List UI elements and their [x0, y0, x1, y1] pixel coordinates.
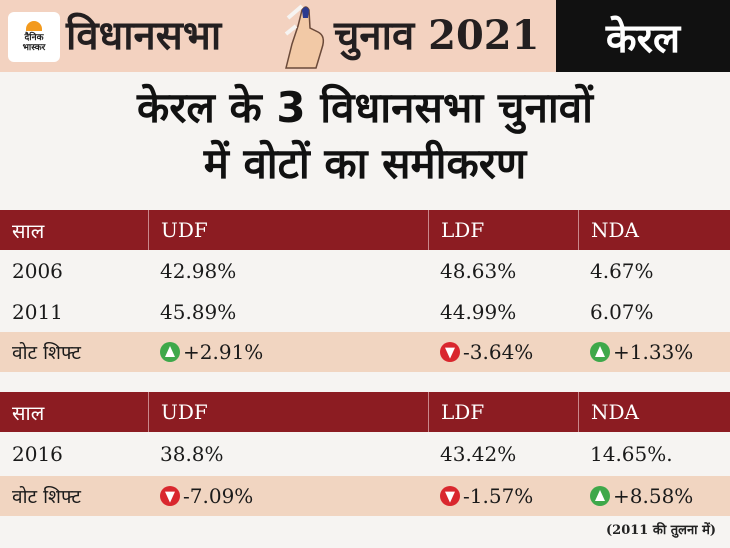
nda-shift-value: +1.33% [613, 340, 694, 364]
header-ldf: LDF [428, 392, 578, 432]
udf-cell: 38.8% [160, 442, 224, 466]
table-header-row: साल UDF LDF NDA [0, 392, 730, 432]
ldf-shift-value: -1.57% [463, 484, 534, 508]
header-year: साल [12, 218, 45, 243]
up-arrow-icon [160, 342, 180, 362]
ldf-cell: 48.63% [440, 259, 517, 283]
banner-title-right: चुनाव 2021 [334, 12, 540, 59]
sun-icon [26, 21, 42, 31]
year-cell: 2016 [12, 442, 63, 466]
header-ldf: LDF [428, 210, 578, 250]
comparison-note: (2011 की तुलना में) [606, 523, 716, 538]
headline: केरल के 3 विधानसभा चुनावों में वोटों का … [0, 80, 730, 192]
nda-cell: 14.65%. [590, 442, 673, 466]
down-arrow-icon [440, 342, 460, 362]
nda-shift-value: +8.58% [613, 484, 694, 508]
inked-finger-icon [284, 4, 325, 69]
banner: दैनिक भास्कर विधानसभा चुनाव 2021 केरल [0, 0, 730, 72]
header-year: साल [12, 400, 45, 425]
ldf-shift-cell: -3.64% [428, 332, 578, 372]
udf-shift-value: +2.91% [183, 340, 264, 364]
headline-line1: केरल के 3 विधानसभा चुनावों [136, 83, 593, 132]
down-arrow-icon [160, 486, 180, 506]
ldf-shift-value: -3.64% [463, 340, 534, 364]
year-cell: 2011 [12, 300, 63, 324]
header-udf: UDF [148, 210, 428, 250]
header-nda: NDA [578, 392, 730, 432]
vote-shift-row: वोट शिफ्ट +2.91% -3.64% +1.33% [0, 332, 730, 372]
vote-shift-label: वोट शिफ्ट [12, 486, 81, 508]
nda-shift-cell: +8.58% [578, 476, 730, 516]
vote-shift-row: वोट शिफ्ट -7.09% -1.57% +8.58% [0, 476, 730, 516]
up-arrow-icon [590, 486, 610, 506]
udf-cell: 45.89% [160, 300, 237, 324]
udf-shift-value: -7.09% [183, 484, 254, 508]
headline-line2: में वोटों का समीकरण [203, 139, 527, 188]
header-udf: UDF [148, 392, 428, 432]
table-row: 2011 45.89% 44.99% 6.07% [0, 292, 730, 332]
logo-text-line2: भास्कर [22, 43, 46, 53]
dainik-bhaskar-logo: दैनिक भास्कर [8, 12, 60, 62]
table-header-row: साल UDF LDF NDA [0, 210, 730, 250]
udf-shift-cell: +2.91% [148, 332, 428, 372]
ldf-cell: 43.42% [440, 442, 517, 466]
udf-shift-cell: -7.09% [148, 476, 428, 516]
table-row: 2016 38.8% 43.42% 14.65%. [0, 432, 730, 476]
udf-cell: 42.98% [160, 259, 237, 283]
vote-shift-label: वोट शिफ्ट [12, 342, 81, 364]
header-nda: NDA [578, 210, 730, 250]
banner-title-left: विधानसभा [66, 12, 222, 59]
down-arrow-icon [440, 486, 460, 506]
table-row: 2006 42.98% 48.63% 4.67% [0, 250, 730, 292]
nda-cell: 4.67% [590, 259, 654, 283]
up-arrow-icon [590, 342, 610, 362]
state-label: केरल [556, 0, 730, 72]
ldf-cell: 44.99% [440, 300, 517, 324]
logo-text-line1: दैनिक [24, 33, 44, 43]
ldf-shift-cell: -1.57% [428, 476, 578, 516]
nda-shift-cell: +1.33% [578, 332, 730, 372]
year-cell: 2006 [12, 259, 63, 283]
nda-cell: 6.07% [590, 300, 654, 324]
